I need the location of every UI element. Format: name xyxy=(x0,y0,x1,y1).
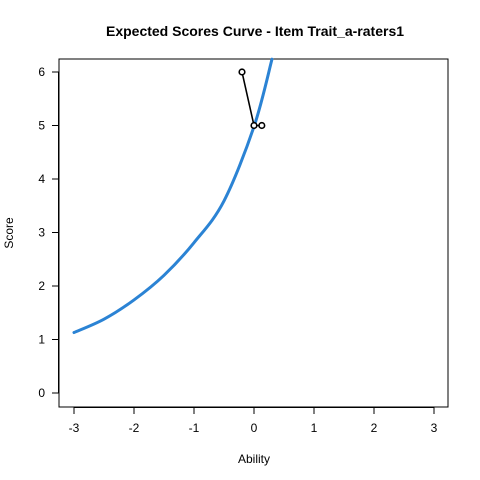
x-tick-label: 0 xyxy=(251,421,258,435)
y-tick-label: 3 xyxy=(38,226,45,240)
y-tick-label: 2 xyxy=(38,279,45,293)
observed-point xyxy=(238,68,246,76)
x-tick-label: 1 xyxy=(311,421,318,435)
y-tick-label: 1 xyxy=(38,333,45,347)
y-tick-label: 4 xyxy=(38,172,45,186)
plot-area xyxy=(72,57,274,335)
x-tick-label: -2 xyxy=(129,421,140,435)
x-tick-label: 2 xyxy=(371,421,378,435)
observed-line xyxy=(241,71,262,127)
y-tick-label: 0 xyxy=(38,386,45,400)
x-tick-label: -3 xyxy=(69,421,80,435)
observed-point xyxy=(250,121,258,130)
y-tick-label: 6 xyxy=(38,65,45,79)
chart-title: Expected Scores Curve - Item Trait_a-rat… xyxy=(106,23,404,39)
x-tick-label: -1 xyxy=(189,421,200,435)
y-axis-label: Score xyxy=(2,217,16,249)
observed-point xyxy=(258,121,266,130)
expected-score-curve xyxy=(72,57,274,335)
x-tick-label: 3 xyxy=(431,421,438,435)
x-axis-label: Ability xyxy=(238,452,270,466)
x-axis: -3 -2 -1 0 1 2 3 xyxy=(69,407,438,435)
y-tick-label: 5 xyxy=(38,119,45,133)
plot-frame xyxy=(58,58,449,408)
y-axis: 0 1 2 3 4 5 6 xyxy=(38,65,59,400)
